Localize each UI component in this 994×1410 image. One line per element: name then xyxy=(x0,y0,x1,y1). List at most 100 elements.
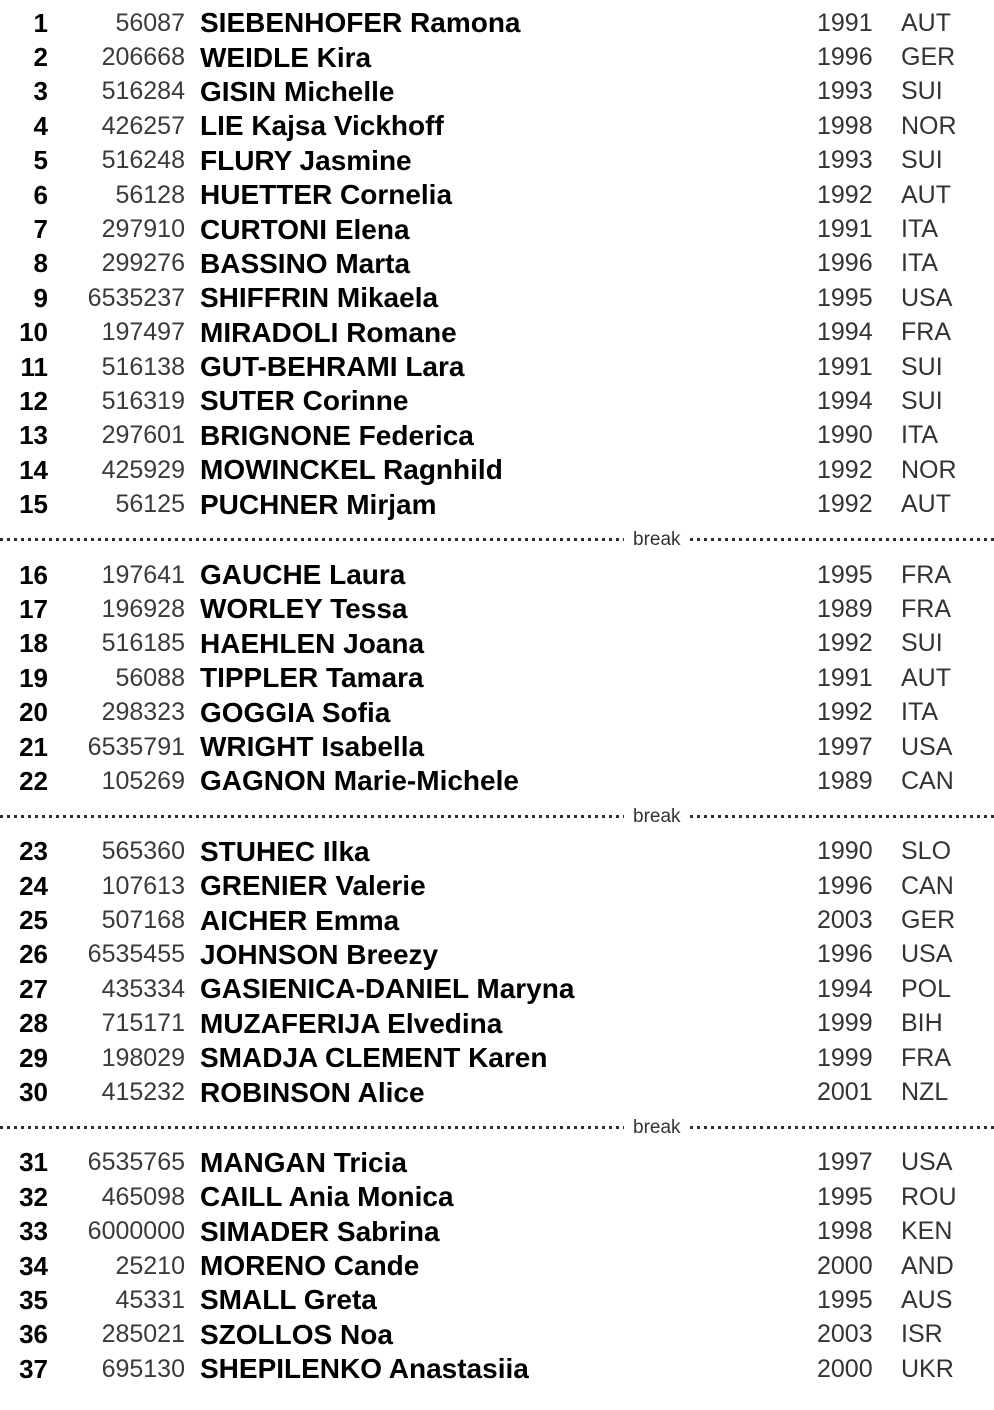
fis-code: 197641 xyxy=(101,560,185,589)
break-separator: break xyxy=(0,799,994,835)
birth-year: 1994 xyxy=(817,318,873,347)
athlete-name: HUETTER Cornelia xyxy=(200,179,453,211)
athlete-name: MANGAN Tricia xyxy=(200,1146,407,1178)
start-list-row: 36 285021 SZOLLOS Noa 2003 ISR xyxy=(0,1318,994,1352)
start-list-row: 7 297910 CURTONI Elena 1991 ITA xyxy=(0,212,994,246)
birth-year: 1991 xyxy=(817,663,873,692)
break-dash-line-left xyxy=(0,538,624,542)
start-list-row: 6 56128 HUETTER Cornelia 1992 AUT xyxy=(0,178,994,212)
start-list-row: 30 415232 ROBINSON Alice 2001 NZL xyxy=(0,1075,994,1109)
break-dash-line-left xyxy=(0,815,624,819)
birth-year: 2000 xyxy=(817,1354,873,1383)
start-list-row: 31 6535765 MANGAN Tricia 1997 USA xyxy=(0,1146,994,1180)
fis-code: 298323 xyxy=(101,698,185,727)
nation-code: USA xyxy=(901,940,953,969)
birth-year: 1989 xyxy=(817,594,873,623)
break-dash-line-right xyxy=(689,815,994,819)
nation-code: GER xyxy=(901,906,956,935)
start-list-row: 18 516185 HAEHLEN Joana 1992 SUI xyxy=(0,627,994,661)
nation-code: ITA xyxy=(901,698,939,727)
fis-code: 299276 xyxy=(101,249,185,278)
birth-year: 1996 xyxy=(817,940,873,969)
birth-year: 1990 xyxy=(817,837,873,866)
birth-year: 1993 xyxy=(817,77,873,106)
birth-year: 2001 xyxy=(817,1078,873,1107)
start-list-row: 23 565360 STUHEC Ilka 1990 SLO xyxy=(0,835,994,869)
rank-number: 7 xyxy=(33,214,48,245)
rank-number: 3 xyxy=(33,76,48,107)
fis-code: 45331 xyxy=(115,1285,185,1314)
rank-number: 14 xyxy=(19,454,48,485)
nation-code: USA xyxy=(901,1148,953,1177)
start-list-row: 35 45331 SMALL Greta 1995 AUS xyxy=(0,1283,994,1317)
athlete-name: CURTONI Elena xyxy=(200,213,410,245)
nation-code: BIH xyxy=(901,1009,943,1038)
nation-code: CAN xyxy=(901,766,954,795)
rank-number: 16 xyxy=(19,559,48,590)
start-list-row: 17 196928 WORLEY Tessa 1989 FRA xyxy=(0,592,994,626)
fis-code: 56128 xyxy=(115,180,185,209)
fis-code: 516138 xyxy=(101,352,185,381)
rank-number: 34 xyxy=(19,1250,48,1281)
fis-code: 196928 xyxy=(101,594,185,623)
athlete-name: SMADJA CLEMENT Karen xyxy=(200,1042,548,1074)
athlete-name: SIEBENHOFER Ramona xyxy=(200,7,521,39)
fis-code: 6535791 xyxy=(87,732,185,761)
rank-number: 5 xyxy=(33,145,48,176)
athlete-name: MORENO Cande xyxy=(200,1250,420,1282)
rank-number: 18 xyxy=(19,628,48,659)
nation-code: AND xyxy=(901,1251,954,1280)
athlete-name: MOWINCKEL Ragnhild xyxy=(200,454,503,486)
birth-year: 1992 xyxy=(817,490,873,519)
athlete-name: BRIGNONE Federica xyxy=(200,419,474,451)
fis-code: 465098 xyxy=(101,1182,185,1211)
athlete-name: GRENIER Valerie xyxy=(200,870,426,902)
start-list-row: 3 516284 GISIN Michelle 1993 SUI xyxy=(0,75,994,109)
athlete-name: GUT-BEHRAMI Lara xyxy=(200,351,465,383)
start-list-row: 15 56125 PUCHNER Mirjam 1992 AUT xyxy=(0,487,994,521)
nation-code: CAN xyxy=(901,871,954,900)
fis-code: 56088 xyxy=(115,663,185,692)
birth-year: 1995 xyxy=(817,283,873,312)
rank-number: 29 xyxy=(19,1042,48,1073)
rank-number: 1 xyxy=(33,7,48,38)
athlete-name: SUTER Corinne xyxy=(200,385,409,417)
nation-code: FRA xyxy=(901,1043,951,1072)
birth-year: 1998 xyxy=(817,1217,873,1246)
fis-code: 6535455 xyxy=(87,940,185,969)
fis-code: 516319 xyxy=(101,386,185,415)
nation-code: NZL xyxy=(901,1078,949,1107)
athlete-name: WORLEY Tessa xyxy=(200,593,408,625)
birth-year: 1999 xyxy=(817,1043,873,1072)
start-list-row: 8 299276 BASSINO Marta 1996 ITA xyxy=(0,247,994,281)
birth-year: 1992 xyxy=(817,455,873,484)
start-list-row: 21 6535791 WRIGHT Isabella 1997 USA xyxy=(0,730,994,764)
rank-number: 36 xyxy=(19,1319,48,1350)
nation-code: NOR xyxy=(901,455,957,484)
birth-year: 1990 xyxy=(817,421,873,450)
rank-number: 17 xyxy=(19,593,48,624)
birth-year: 1994 xyxy=(817,974,873,1003)
birth-year: 1999 xyxy=(817,1009,873,1038)
athlete-name: WRIGHT Isabella xyxy=(200,731,425,762)
rank-number: 6 xyxy=(33,179,48,210)
nation-code: ITA xyxy=(901,421,939,450)
athlete-name: FLURY Jasmine xyxy=(200,144,412,176)
birth-year: 1995 xyxy=(817,1182,873,1211)
nation-code: ROU xyxy=(901,1182,957,1211)
nation-code: ITA xyxy=(901,215,939,244)
fis-code: 198029 xyxy=(101,1043,185,1072)
rank-number: 24 xyxy=(19,870,48,901)
rank-number: 13 xyxy=(19,420,48,451)
athlete-name: BASSINO Marta xyxy=(200,247,411,279)
rank-number: 9 xyxy=(33,282,48,313)
fis-code: 715171 xyxy=(101,1009,185,1038)
birth-year: 1994 xyxy=(817,386,873,415)
nation-code: FRA xyxy=(901,594,951,623)
start-list-row: 9 6535237 SHIFFRIN Mikaela 1995 USA xyxy=(0,281,994,315)
fis-code: 197497 xyxy=(101,318,185,347)
rank-number: 32 xyxy=(19,1181,48,1212)
athlete-name: ROBINSON Alice xyxy=(200,1076,425,1108)
start-list-row: 13 297601 BRIGNONE Federica 1990 ITA xyxy=(0,419,994,453)
